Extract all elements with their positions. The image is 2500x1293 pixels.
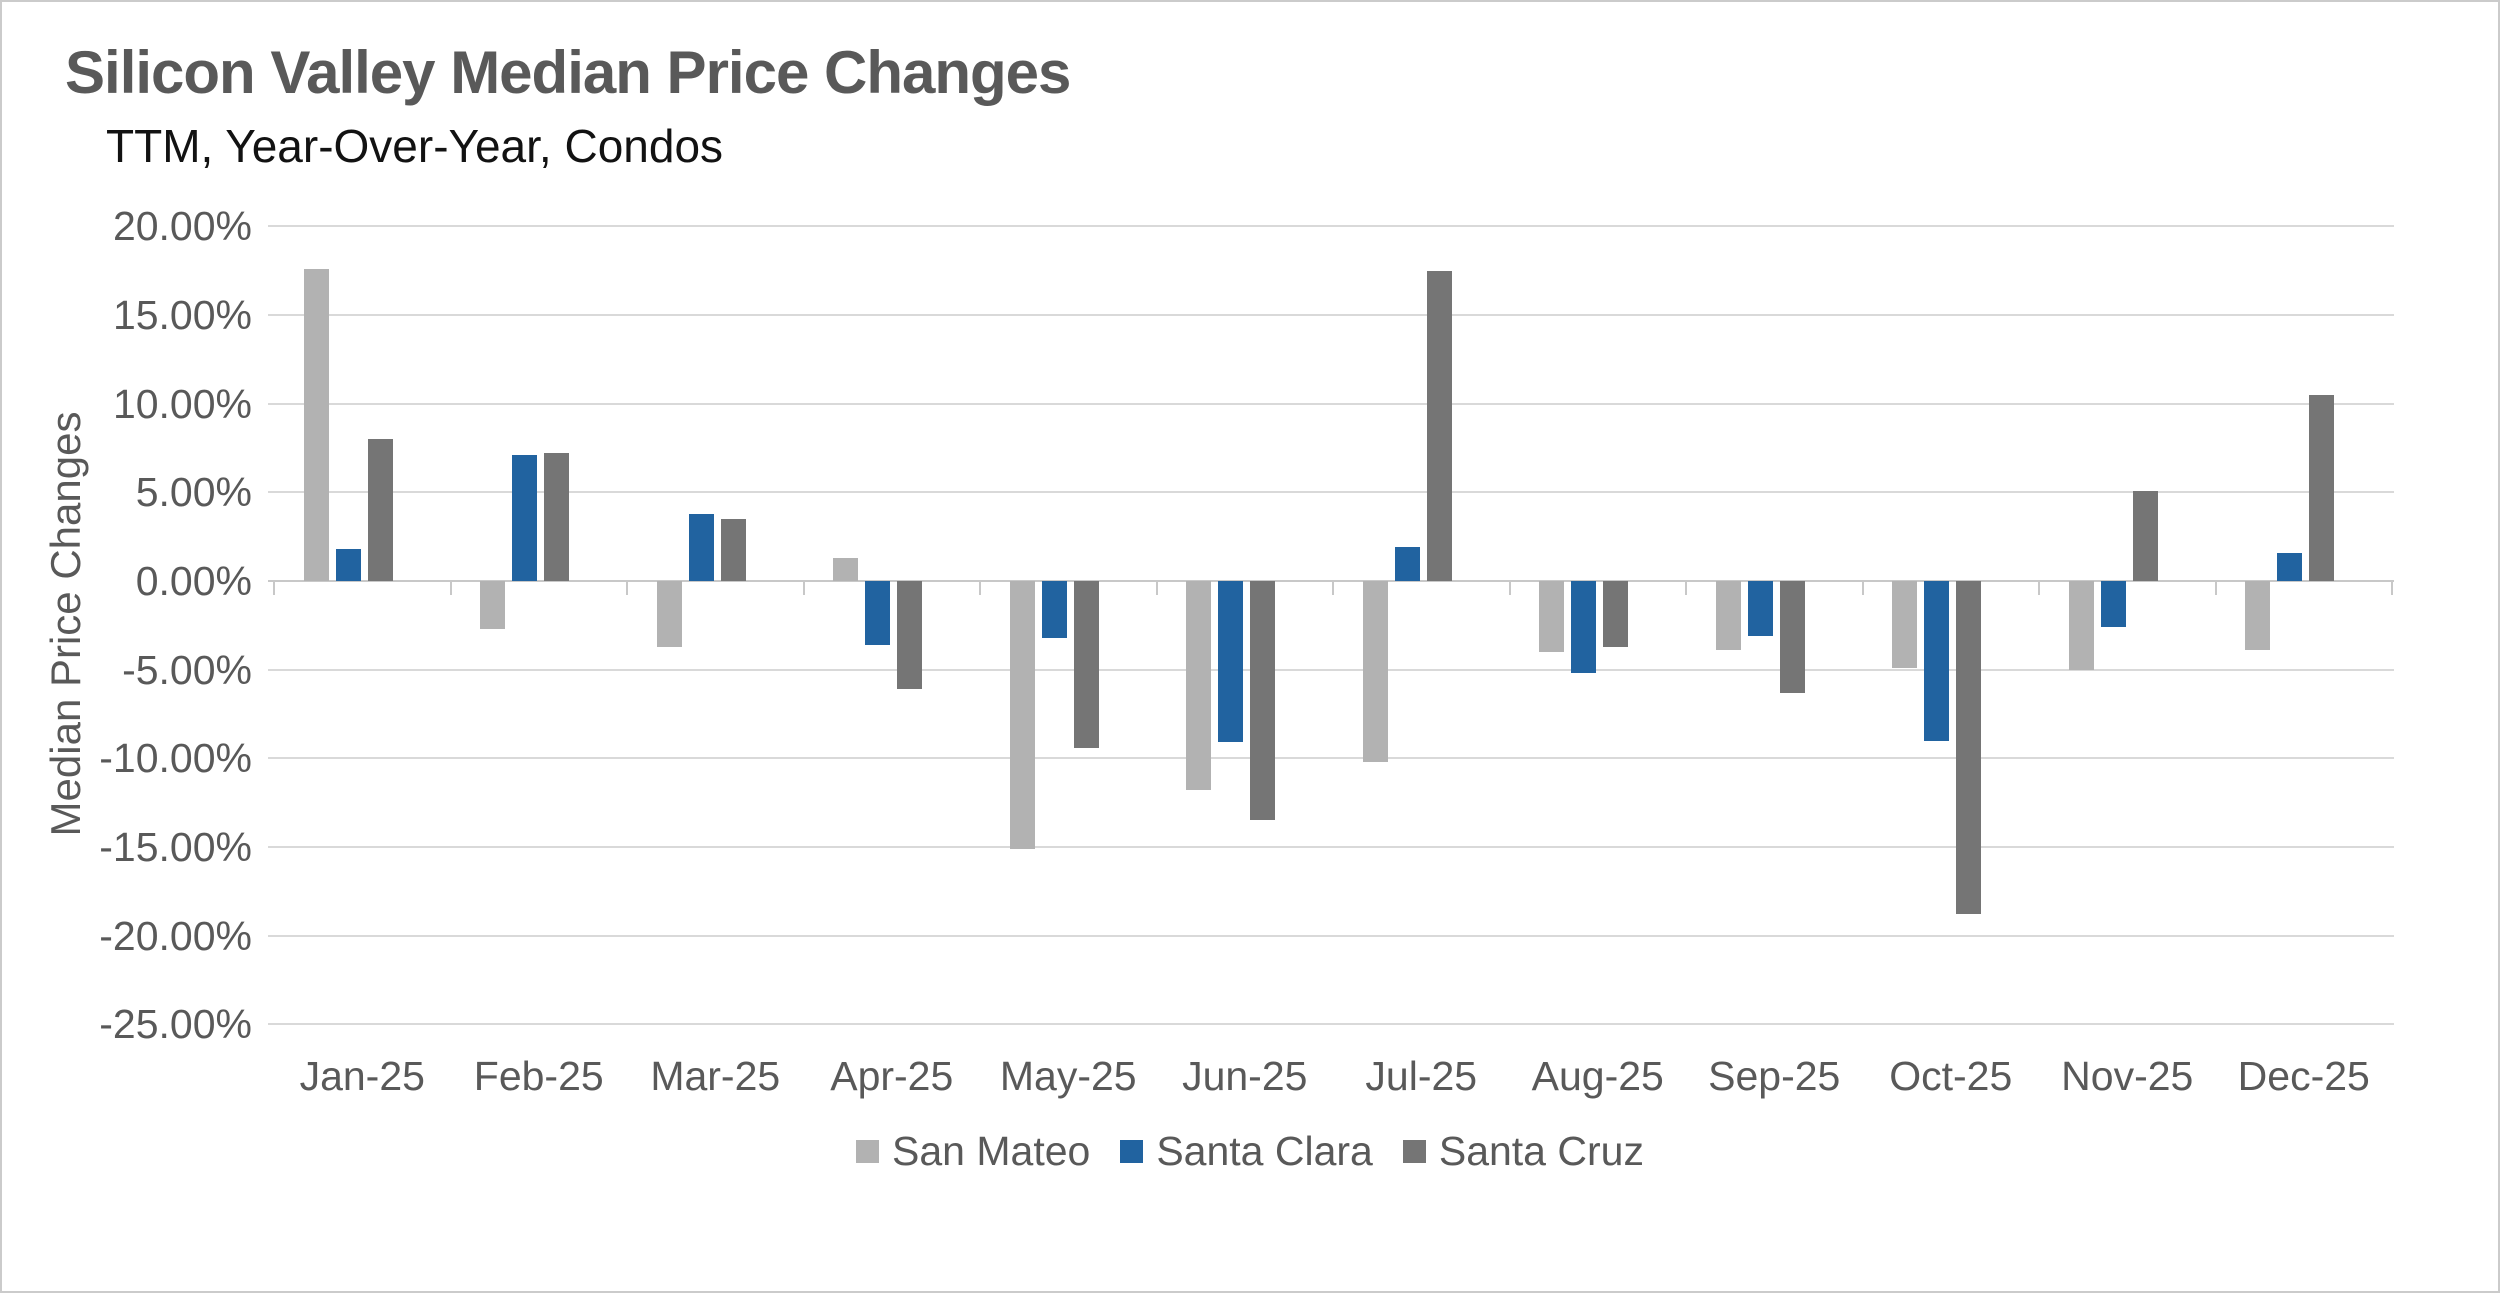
y-tick-label-0: 20.00% xyxy=(112,203,252,250)
bar-santa-cruz-jan-25 xyxy=(367,439,393,581)
bar-santa-cruz-oct-25 xyxy=(1956,581,1982,915)
y-tick-label-6: -10.00% xyxy=(99,735,252,782)
x-axis-tick-8 xyxy=(1685,581,1687,595)
y-tick-label-1: 15.00% xyxy=(112,292,252,339)
bar-san-mateo-may-25 xyxy=(1009,581,1035,849)
bar-santa-cruz-may-25 xyxy=(1073,581,1099,748)
bar-san-mateo-feb-25 xyxy=(480,581,506,629)
x-tick-label-aug-25: Aug-25 xyxy=(1531,1053,1664,1099)
x-tick-label-dec-25: Dec-25 xyxy=(2237,1053,2370,1099)
legend-item-santa-clara: Santa Clara xyxy=(1120,1128,1373,1175)
bar-santa-cruz-apr-25 xyxy=(897,581,923,690)
x-axis-tick-10 xyxy=(2038,581,2040,595)
bar-san-mateo-nov-25 xyxy=(2068,581,2094,670)
bar-san-mateo-aug-25 xyxy=(1539,581,1565,652)
x-tick-label-sep-25: Sep-25 xyxy=(1708,1053,1841,1099)
x-tick-label-feb-25: Feb-25 xyxy=(473,1053,604,1099)
x-axis-tick-9 xyxy=(1861,581,1864,595)
bar-santa-clara-may-25 xyxy=(1041,581,1067,638)
gridline-2000 xyxy=(268,225,2394,228)
bar-santa-clara-dec-25 xyxy=(2277,552,2303,581)
y-tick-label-9: -25.00% xyxy=(99,1001,252,1048)
x-tick-label-jan-25: Jan-25 xyxy=(299,1053,425,1099)
chart-subtitle: TTM, Year-Over-Year, Condos xyxy=(106,120,724,172)
x-tick-label-mar-25: Mar-25 xyxy=(650,1053,781,1099)
gridline--1500 xyxy=(268,845,2394,848)
y-tick-label-2: 10.00% xyxy=(112,380,252,427)
gridline--1000 xyxy=(268,757,2394,760)
y-axis-title: Median Price Changes xyxy=(42,411,89,837)
x-tick-label-jun-25: Jun-25 xyxy=(1182,1053,1308,1099)
legend: San Mateo Santa Clara Santa Cruz xyxy=(2,1128,2498,1175)
legend-item-santa-cruz: Santa Cruz xyxy=(1402,1128,1644,1175)
x-tick-label-apr-25: Apr-25 xyxy=(830,1053,954,1099)
bar-san-mateo-jan-25 xyxy=(303,268,329,581)
bar-santa-clara-mar-25 xyxy=(688,513,714,581)
legend-label-santa-clara: Santa Clara xyxy=(1156,1128,1373,1174)
bar-santa-clara-nov-25 xyxy=(2100,581,2126,628)
bar-santa-cruz-aug-25 xyxy=(1603,581,1629,647)
gridline--2500 xyxy=(268,1023,2394,1026)
bar-santa-cruz-sep-25 xyxy=(1779,581,1805,693)
bar-santa-clara-oct-25 xyxy=(1924,581,1950,741)
gridline-500 xyxy=(268,491,2394,494)
y-tick-label-7: -15.00% xyxy=(99,823,252,870)
gridline--2000 xyxy=(268,934,2394,937)
bar-santa-cruz-feb-25 xyxy=(544,453,570,581)
legend-label-santa-cruz: Santa Cruz xyxy=(1438,1128,1644,1174)
bar-san-mateo-dec-25 xyxy=(2245,581,2271,651)
bar-santa-cruz-dec-25 xyxy=(2309,394,2335,581)
bar-santa-cruz-jul-25 xyxy=(1426,270,1452,581)
gridline-1500 xyxy=(268,314,2394,317)
bar-santa-cruz-mar-25 xyxy=(720,518,746,581)
y-tick-label-4: 0.00% xyxy=(135,558,252,604)
y-tick-label-3: 5.00% xyxy=(135,469,252,516)
x-tick-label-jul-25: Jul-25 xyxy=(1365,1053,1478,1099)
y-tick-label-8: -20.00% xyxy=(99,912,252,959)
bar-san-mateo-sep-25 xyxy=(1715,581,1741,651)
bar-santa-clara-feb-25 xyxy=(512,455,538,581)
bar-santa-clara-sep-25 xyxy=(1747,581,1773,636)
bar-santa-cruz-jun-25 xyxy=(1250,581,1276,821)
x-tick-label-nov-25: Nov-25 xyxy=(2061,1053,2194,1099)
legend-item-san-mateo: San Mateo xyxy=(856,1128,1090,1175)
x-tick-label-may-25: May-25 xyxy=(999,1053,1137,1099)
legend-label-san-mateo: San Mateo xyxy=(892,1128,1091,1174)
x-axis-tick-4 xyxy=(979,581,981,595)
bar-san-mateo-apr-25 xyxy=(833,557,859,581)
bar-san-mateo-oct-25 xyxy=(1892,581,1918,668)
bar-san-mateo-jun-25 xyxy=(1186,581,1212,791)
x-axis-tick-11 xyxy=(2214,581,2217,595)
bar-san-mateo-mar-25 xyxy=(656,581,682,647)
y-tick-label-5: -5.00% xyxy=(122,646,252,693)
gridline-1000 xyxy=(268,402,2394,405)
legend-swatch-san-mateo xyxy=(856,1140,880,1163)
bar-santa-cruz-nov-25 xyxy=(2132,490,2158,581)
bar-santa-clara-apr-25 xyxy=(865,581,891,645)
x-axis-tick-3 xyxy=(802,581,805,595)
bar-santa-clara-jul-25 xyxy=(1394,547,1420,581)
chart-title: Silicon Valley Median Price Changes xyxy=(65,39,1071,106)
bar-santa-clara-jan-25 xyxy=(335,549,361,581)
bar-santa-clara-aug-25 xyxy=(1571,581,1597,674)
legend-swatch-santa-cruz xyxy=(1402,1140,1426,1163)
x-axis-tick-7 xyxy=(1508,581,1511,595)
gridline--500 xyxy=(268,668,2394,671)
x-axis-tick-1 xyxy=(449,581,452,595)
x-axis-tick-6 xyxy=(1332,581,1334,595)
gridline-000 xyxy=(268,580,2394,582)
x-axis-tick-0 xyxy=(273,581,275,595)
x-tick-label-oct-25: Oct-25 xyxy=(1889,1053,2013,1099)
bar-santa-clara-jun-25 xyxy=(1218,581,1244,743)
x-axis-tick-12 xyxy=(2391,581,2393,595)
x-axis-tick-2 xyxy=(626,581,628,595)
x-axis-tick-5 xyxy=(1155,581,1158,595)
legend-swatch-santa-clara xyxy=(1120,1140,1144,1163)
bar-san-mateo-jul-25 xyxy=(1362,581,1388,762)
